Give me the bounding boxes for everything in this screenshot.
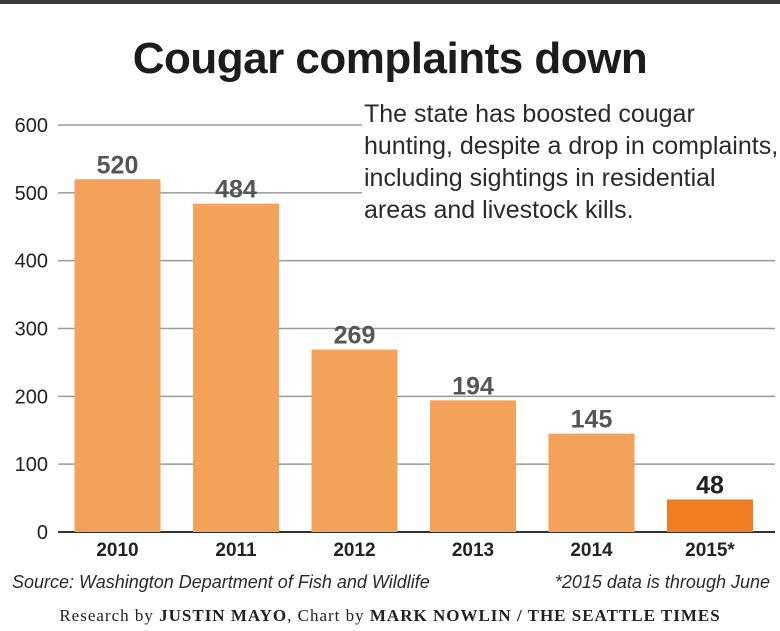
- top-rule: [0, 0, 780, 4]
- y-tick-label: 300: [15, 319, 48, 341]
- y-tick-label: 0: [37, 522, 48, 544]
- x-tick-label: 2015*: [685, 540, 735, 561]
- bar-value-label: 484: [215, 176, 257, 204]
- chart-title: Cougar complaints down: [132, 34, 648, 83]
- x-tick-label: 2011: [215, 540, 257, 561]
- bar-value-label: 520: [97, 151, 139, 179]
- credits-prefix: Research by: [59, 606, 160, 625]
- y-tick-label: 600: [15, 115, 48, 137]
- bar: [311, 349, 398, 532]
- y-tick-label: 100: [15, 454, 48, 476]
- bar: [74, 179, 161, 532]
- bar-value-label: 269: [334, 322, 376, 350]
- x-tick-label: 2013: [452, 540, 494, 561]
- bar-value-label: 48: [696, 471, 724, 499]
- footnote: *2015 data is through June: [554, 572, 770, 592]
- bar: [193, 203, 279, 533]
- y-tick-label: 500: [15, 183, 48, 205]
- y-tick-label: 200: [15, 386, 48, 408]
- y-tick-label: 400: [15, 251, 48, 273]
- bar: [430, 400, 516, 532]
- credits-researcher: JUSTIN MAYO: [159, 606, 288, 625]
- credits-artist: MARK NOWLIN / THE SEATTLE TIMES: [369, 606, 721, 625]
- chart-subtitle: The state has boosted cougar hunting, de…: [362, 98, 780, 226]
- credits-middle: , Chart by: [287, 606, 370, 625]
- bar-value-label: 194: [452, 372, 494, 400]
- x-tick-label: 2010: [96, 540, 138, 561]
- bar: [548, 433, 635, 532]
- bar-value-label: 145: [571, 406, 613, 434]
- bar: [667, 499, 753, 532]
- source-note: Source: Washington Department of Fish an…: [12, 572, 430, 592]
- x-tick-label: 2014: [570, 540, 613, 561]
- credits-line: Research by JUSTIN MAYO, Chart by MARK N…: [0, 606, 780, 626]
- x-tick-label: 2012: [333, 540, 375, 561]
